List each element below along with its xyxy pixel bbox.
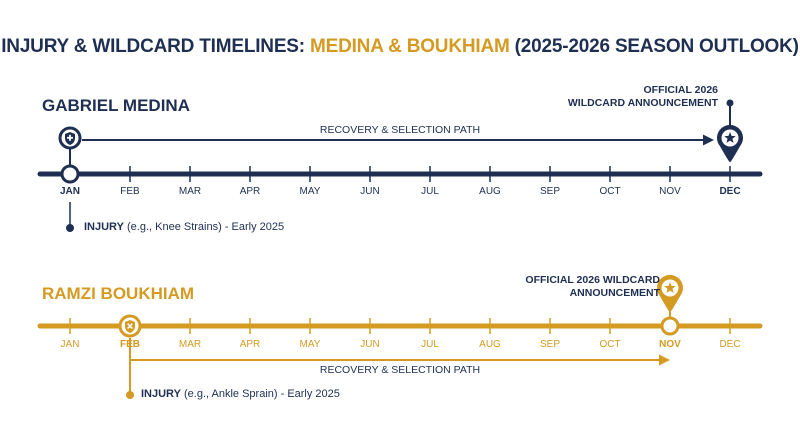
injury-note-dot [66, 224, 74, 232]
month-label: JAN [60, 339, 80, 350]
recovery-arrow-head [703, 134, 714, 146]
athlete-name-boukhiam: RAMZI BOUKHIAM [42, 284, 195, 303]
month-label: OCT [599, 186, 621, 197]
month-label: SEP [539, 339, 560, 350]
month-label: DEC [719, 339, 741, 350]
month-label: DEC [719, 186, 741, 197]
shield-cross-b [127, 323, 133, 330]
injury-detail: (e.g., Knee Strains) - Early 2025 [123, 221, 285, 233]
month-label: NOV [659, 186, 681, 197]
month-label: MAY [299, 339, 321, 350]
star-icon [724, 132, 736, 143]
injury-note-medina: INJURY (e.g., Knee Strains) - Early 2025 [84, 221, 284, 233]
injury-marker [60, 164, 80, 184]
title-part-2: MEDINA & BOUKHIAM [309, 36, 510, 57]
month-label: APR [239, 339, 261, 350]
announcement-marker [660, 316, 680, 336]
recovery-arrow-head [659, 354, 670, 366]
month-label: JUN [360, 339, 380, 350]
month-label: JUL [421, 339, 439, 350]
month-label: MAY [299, 186, 321, 197]
month-label: SEP [539, 186, 560, 197]
injury-note-boukhiam: INJURY (e.g., Ankle Sprain) - Early 2025 [141, 388, 340, 400]
title-part-1: INJURY & WILDCARD TIMELINES: [1, 36, 310, 57]
month-label: AUG [479, 186, 501, 197]
shield-plus-h [67, 136, 73, 139]
injury-note-dot [126, 391, 134, 399]
recovery-path-label-medina: RECOVERY & SELECTION PATH [319, 124, 481, 136]
athlete-name-medina: GABRIEL MEDINA [42, 96, 190, 115]
month-label: APR [239, 186, 261, 197]
announcement-dot [726, 99, 734, 107]
month-label: MAR [178, 186, 202, 197]
page-title: INJURY & WILDCARD TIMELINES: MEDINA & BO… [0, 36, 800, 58]
month-label: JAN [59, 186, 80, 197]
injury-detail: (e.g., Ankle Sprain) - Early 2025 [180, 388, 340, 400]
month-label: MAR [178, 339, 202, 350]
injury-strong: INJURY [141, 388, 181, 400]
announcement-line-1: OFFICIAL 2026 [643, 84, 719, 96]
month-label: NOV [659, 339, 681, 350]
month-label: FEB [120, 339, 140, 350]
month-label: JUN [360, 186, 380, 197]
title-part-3: (2025-2026 SEASON OUTLOOK) [509, 36, 799, 57]
month-label: OCT [599, 339, 621, 350]
announcement-line-2: WILDCARD ANNOUNCEMENT [567, 97, 718, 109]
announcement-label-boukhiam: OFFICIAL 2026 WILDCARD ANNOUNCEMENT [525, 274, 660, 300]
month-label: JUL [421, 186, 439, 197]
month-label: FEB [120, 186, 140, 197]
injury-strong: INJURY [84, 221, 124, 233]
announcement-label-medina: OFFICIAL 2026 WILDCARD ANNOUNCEMENT [568, 84, 718, 110]
star-icon [664, 282, 676, 293]
announcement-line-1: OFFICIAL 2026 WILDCARD [525, 274, 660, 286]
recovery-path-label-boukhiam: RECOVERY & SELECTION PATH [319, 364, 481, 376]
announcement-line-2: ANNOUNCEMENT [569, 287, 660, 299]
month-label: AUG [479, 339, 501, 350]
